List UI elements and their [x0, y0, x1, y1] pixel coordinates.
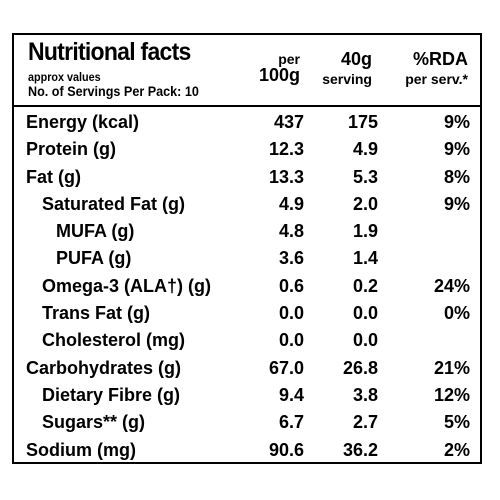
value-per-serving: 0.0 [352, 303, 378, 324]
value-per-serving: 2.7 [352, 412, 378, 433]
value-per-100g: 4.9 [278, 193, 304, 214]
nutrient-name: Energy (kcal) [26, 112, 140, 132]
value-rda: 21% [433, 357, 470, 378]
col-header-per-serv: per serv.* [405, 71, 468, 87]
value-per-100g: 0.0 [278, 330, 304, 351]
nutrient-name: Dietary Fibre (g) [42, 384, 181, 405]
col-header-serving: serving [322, 71, 372, 87]
value-per-serving: 0.0 [352, 330, 378, 351]
nutrient-name: Sugars** (g) [42, 412, 146, 433]
value-per-serving: 4.9 [352, 139, 378, 160]
table-row: MUFA (g) 4.8 1.9 [14, 218, 480, 245]
col-header-per: per [278, 51, 300, 67]
value-per-100g: 437 [273, 112, 304, 132]
table-row: Saturated Fat (g) 4.9 2.0 9% [14, 191, 480, 218]
value-rda: 9% [443, 112, 470, 132]
value-rda: 8% [443, 166, 470, 187]
nutrient-name: Sodium (mg) [26, 439, 136, 460]
table-row: Sugars** (g) 6.7 2.7 5% [14, 409, 480, 436]
value-per-100g: 90.6 [268, 439, 304, 460]
table-row: Protein (g) 12.3 4.9 9% [14, 136, 480, 163]
value-rda: 24% [433, 275, 470, 296]
value-per-100g: 12.3 [268, 139, 304, 160]
panel-title: Nutritional facts [28, 38, 191, 66]
table-row: Omega-3 (ALA†) (g) 0.6 0.2 24% [14, 273, 480, 300]
col-header-40g: 40g [340, 49, 372, 69]
value-rda: 9% [443, 139, 470, 160]
value-per-100g: 67.0 [268, 357, 304, 378]
table-row: Cholesterol (mg) 0.0 0.0 [14, 327, 480, 354]
value-per-serving: 2.0 [352, 193, 378, 214]
value-per-serving: 1.9 [352, 221, 378, 242]
value-per-serving: 26.8 [342, 357, 378, 378]
nutrient-rows: Energy (kcal) 437 175 9% Protein (g) 12.… [14, 109, 480, 464]
nutrient-name: Cholesterol (mg) [42, 330, 186, 351]
nutrient-name: Trans Fat (g) [42, 303, 151, 324]
table-row: Sodium (mg) 90.6 36.2 2% [14, 437, 480, 464]
col-header-rda: %RDA [412, 49, 468, 69]
value-rda: 9% [443, 193, 470, 214]
table-row: Trans Fat (g) 0.0 0.0 0% [14, 300, 480, 327]
value-per-serving: 0.2 [352, 275, 378, 296]
nutrient-name: Carbohydrates (g) [26, 357, 182, 378]
value-rda: 5% [443, 412, 470, 433]
value-per-100g: 3.6 [278, 248, 304, 269]
table-row: Fat (g) 13.3 5.3 8% [14, 164, 480, 191]
header-divider [14, 105, 480, 107]
value-per-serving: 5.3 [352, 166, 378, 187]
value-per-serving: 175 [347, 112, 378, 132]
value-per-serving: 3.8 [352, 384, 378, 405]
value-per-100g: 13.3 [268, 166, 304, 187]
table-row: Energy (kcal) 437 175 9% [14, 109, 480, 136]
table-row: Carbohydrates (g) 67.0 26.8 21% [14, 355, 480, 382]
value-rda: 12% [433, 384, 470, 405]
nutrient-name: Fat (g) [26, 166, 81, 187]
value-per-100g: 6.7 [278, 412, 304, 433]
value-per-100g: 9.4 [278, 384, 304, 405]
nutrition-facts-panel: Nutritional facts approx values No. of S… [12, 33, 482, 464]
approx-values-note: approx values [28, 70, 101, 84]
value-per-100g: 0.0 [278, 303, 304, 324]
nutrient-name: Saturated Fat (g) [42, 193, 186, 214]
value-per-100g: 0.6 [278, 275, 304, 296]
table-row: PUFA (g) 3.6 1.4 [14, 245, 480, 272]
nutrient-name: Protein (g) [26, 139, 116, 160]
value-rda: 0% [443, 303, 470, 324]
nutrient-name: MUFA (g) [56, 221, 135, 242]
table-row: Dietary Fibre (g) 9.4 3.8 12% [14, 382, 480, 409]
value-per-serving: 1.4 [352, 248, 378, 269]
nutrient-name: PUFA (g) [56, 248, 132, 269]
nutrient-name: Omega-3 (ALA†) (g) [42, 275, 212, 296]
col-header-100g: 100g [258, 65, 300, 85]
value-per-100g: 4.8 [278, 221, 304, 242]
value-rda: 2% [443, 439, 470, 460]
servings-per-pack: No. of Servings Per Pack: 10 [28, 83, 199, 99]
value-per-serving: 36.2 [342, 439, 378, 460]
